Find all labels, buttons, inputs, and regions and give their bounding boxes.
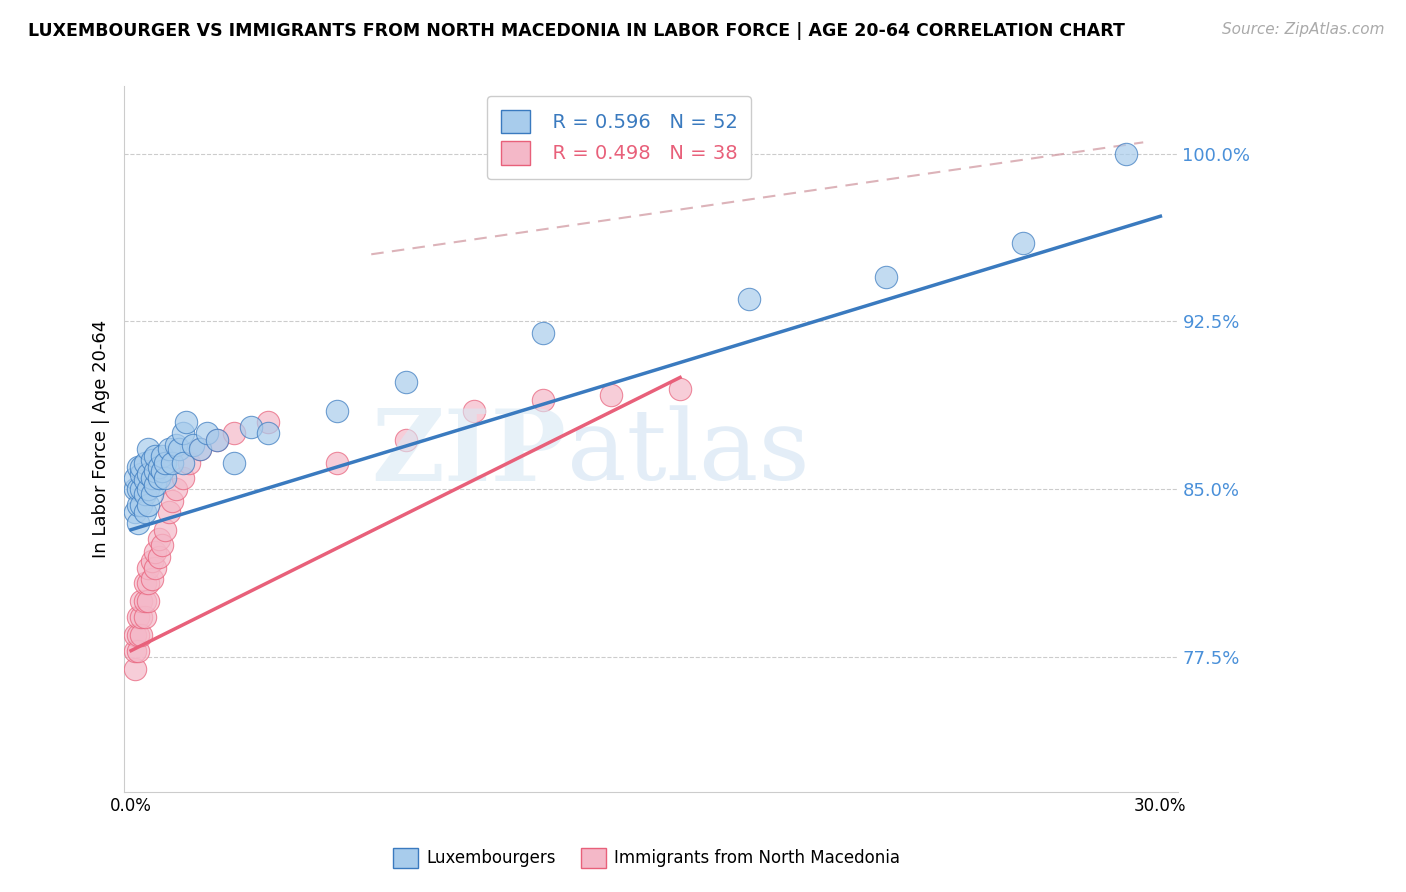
Point [165,437,187,451]
Point [131,483,153,497]
Point [134,594,156,608]
Point [148,471,170,485]
Point [188,442,211,456]
Point [463,404,485,418]
Point [136,467,159,481]
Point [131,610,153,624]
Point [143,478,166,492]
Text: ZIP: ZIP [371,405,567,501]
Point [600,388,623,402]
Point [141,572,163,586]
Point [134,487,156,501]
Point [134,505,156,519]
Point [326,456,349,470]
Point [134,610,156,624]
Point [136,483,159,497]
Point [127,628,149,642]
Point [131,498,153,512]
Point [148,549,170,564]
Point [127,498,149,512]
Point [165,483,187,497]
Point [155,456,177,470]
Point [143,561,166,575]
Point [172,426,194,441]
Point [124,661,146,675]
Point [157,505,180,519]
Point [394,433,416,447]
Point [127,516,149,530]
Point [157,442,180,456]
Point [222,426,245,441]
Point [143,465,166,479]
Point [124,483,146,497]
Point [136,594,159,608]
Point [131,460,153,475]
Point [134,576,156,591]
Point [155,523,177,537]
Point [669,382,692,396]
Point [141,487,163,501]
Point [195,426,218,441]
Text: Source: ZipAtlas.com: Source: ZipAtlas.com [1222,22,1385,37]
Point [124,643,146,657]
Point [127,460,149,475]
Point [141,471,163,485]
Point [875,269,897,284]
Point [136,498,159,512]
Point [131,467,153,481]
Point [167,442,190,456]
Point [257,426,280,441]
Y-axis label: In Labor Force | Age 20-64: In Labor Force | Age 20-64 [93,320,110,558]
Point [1012,236,1035,251]
Point [143,449,166,463]
Point [148,460,170,475]
Point [136,442,159,456]
Point [326,404,349,418]
Point [141,453,163,467]
Point [150,449,173,463]
Point [143,545,166,559]
Point [131,594,153,608]
Point [155,471,177,485]
Point [124,628,146,642]
Point [174,415,197,429]
Point [394,375,416,389]
Point [531,392,554,407]
Point [162,456,184,470]
Point [124,505,146,519]
Point [127,483,149,497]
Point [136,576,159,591]
Point [172,456,194,470]
Text: atlas: atlas [567,405,810,501]
Point [240,419,263,434]
Text: LUXEMBOURGER VS IMMIGRANTS FROM NORTH MACEDONIA IN LABOR FORCE | AGE 20-64 CORRE: LUXEMBOURGER VS IMMIGRANTS FROM NORTH MA… [28,22,1125,40]
Legend:   R = 0.596   N = 52,   R = 0.498   N = 38: R = 0.596 N = 52, R = 0.498 N = 38 [488,96,751,178]
Point [172,471,194,485]
Point [222,456,245,470]
Point [737,292,759,306]
Point [148,532,170,546]
Point [127,610,149,624]
Point [131,628,153,642]
Point [162,493,184,508]
Point [134,474,156,488]
Point [127,643,149,657]
Point [1115,146,1137,161]
Point [531,326,554,340]
Point [136,561,159,575]
Point [205,433,228,447]
Point [257,415,280,429]
Point [188,442,211,456]
Point [150,465,173,479]
Point [150,538,173,552]
Legend: Luxembourgers, Immigrants from North Macedonia: Luxembourgers, Immigrants from North Mac… [387,841,907,875]
Point [124,471,146,485]
Point [134,456,156,470]
Point [179,456,201,470]
Point [141,554,163,568]
Point [181,437,204,451]
Point [205,433,228,447]
